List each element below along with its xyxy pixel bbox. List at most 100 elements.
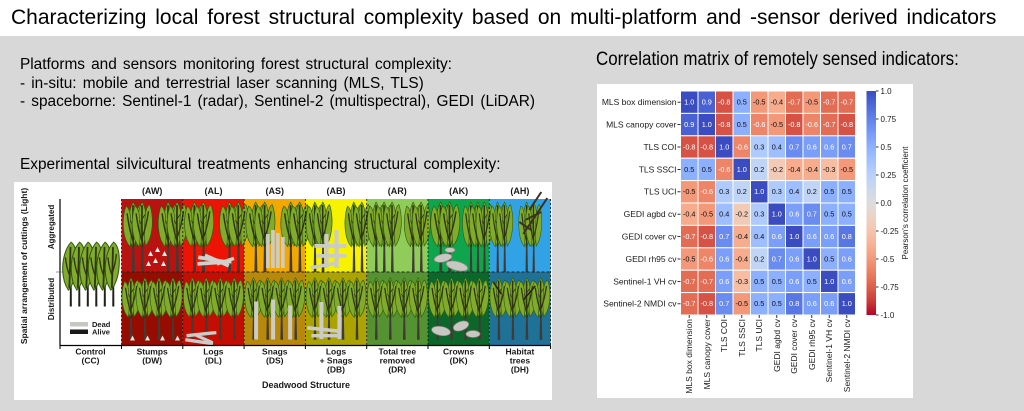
svg-text:-0.4: -0.4 xyxy=(806,165,819,174)
svg-text:0.3: 0.3 xyxy=(719,187,729,196)
svg-text:0.7: 0.7 xyxy=(807,210,817,219)
svg-text:0.6: 0.6 xyxy=(842,254,852,263)
svg-text:0.6: 0.6 xyxy=(719,254,729,263)
svg-text:-0.8: -0.8 xyxy=(718,98,731,107)
svg-text:-0.5: -0.5 xyxy=(841,165,854,174)
svg-text:0.5: 0.5 xyxy=(824,187,834,196)
svg-text:-0.4: -0.4 xyxy=(788,165,801,174)
svg-text:0.3: 0.3 xyxy=(754,210,764,219)
svg-text:0.5: 0.5 xyxy=(702,165,712,174)
svg-text:Sentinel-1 VH cv: Sentinel-1 VH cv xyxy=(613,276,677,286)
svg-text:0.6: 0.6 xyxy=(789,210,799,219)
svg-text:-0.8: -0.8 xyxy=(701,142,714,151)
svg-text:0.5: 0.5 xyxy=(737,98,747,107)
svg-text:GEDI agbd cv: GEDI agbd cv xyxy=(624,209,678,219)
svg-text:-0.7: -0.7 xyxy=(823,98,836,107)
svg-text:-0.8: -0.8 xyxy=(683,142,696,151)
svg-text:Logs: Logs xyxy=(326,347,347,357)
svg-text:-0.7: -0.7 xyxy=(788,98,801,107)
svg-text:Total tree: Total tree xyxy=(378,347,416,357)
svg-text:0.6: 0.6 xyxy=(789,254,799,263)
svg-text:1.0: 1.0 xyxy=(824,277,834,286)
svg-text:0.7: 0.7 xyxy=(772,254,782,263)
svg-text:0.5: 0.5 xyxy=(772,299,782,308)
svg-text:(AH): (AH) xyxy=(510,186,529,196)
svg-text:1.0: 1.0 xyxy=(719,142,729,151)
svg-text:-0.75: -0.75 xyxy=(881,283,900,292)
svg-text:0.0: 0.0 xyxy=(881,199,893,208)
svg-text:Sentinel-1 VH cv: Sentinel-1 VH cv xyxy=(824,318,834,382)
svg-text:0.5: 0.5 xyxy=(754,299,764,308)
svg-text:0.2: 0.2 xyxy=(737,187,747,196)
svg-text:1.0: 1.0 xyxy=(772,210,782,219)
svg-text:-0.2: -0.2 xyxy=(736,210,749,219)
svg-text:0.5: 0.5 xyxy=(824,210,834,219)
svg-text:0.5: 0.5 xyxy=(684,165,694,174)
svg-text:-0.8: -0.8 xyxy=(841,120,854,129)
svg-text:(AS): (AS) xyxy=(266,186,285,196)
svg-text:MLS canopy cover: MLS canopy cover xyxy=(702,319,712,390)
svg-text:0.6: 0.6 xyxy=(719,277,729,286)
svg-text:GEDI rh95 cv: GEDI rh95 cv xyxy=(625,254,677,264)
svg-text:-0.6: -0.6 xyxy=(753,120,766,129)
svg-text:0.6: 0.6 xyxy=(842,277,852,286)
svg-text:0.6: 0.6 xyxy=(807,299,817,308)
svg-text:0.2: 0.2 xyxy=(754,165,764,174)
svg-text:0.4: 0.4 xyxy=(789,187,799,196)
svg-text:0.5: 0.5 xyxy=(824,254,834,263)
svg-text:0.6: 0.6 xyxy=(824,142,834,151)
svg-text:-0.2: -0.2 xyxy=(771,165,784,174)
svg-text:Control: Control xyxy=(75,347,105,357)
svg-text:(AK): (AK) xyxy=(449,186,468,196)
svg-text:-0.7: -0.7 xyxy=(683,232,696,241)
svg-text:(AR): (AR) xyxy=(388,186,407,196)
svg-text:-0.7: -0.7 xyxy=(683,299,696,308)
svg-text:1.0: 1.0 xyxy=(754,187,764,196)
svg-text:-0.5: -0.5 xyxy=(701,210,714,219)
svg-text:0.4: 0.4 xyxy=(772,142,782,151)
svg-text:-1.0: -1.0 xyxy=(881,311,895,320)
svg-text:-0.5: -0.5 xyxy=(881,255,895,264)
svg-text:0.6: 0.6 xyxy=(789,277,799,286)
svg-text:-0.6: -0.6 xyxy=(806,120,819,129)
svg-text:0.6: 0.6 xyxy=(824,299,834,308)
svg-text:trees: trees xyxy=(510,356,531,366)
svg-text:0.8: 0.8 xyxy=(789,299,799,308)
svg-text:-0.6: -0.6 xyxy=(736,142,749,151)
svg-text:-0.5: -0.5 xyxy=(806,98,819,107)
svg-text:Alive: Alive xyxy=(92,328,110,337)
svg-text:Dead: Dead xyxy=(92,320,111,329)
svg-text:1.0: 1.0 xyxy=(789,232,799,241)
svg-text:0.6: 0.6 xyxy=(807,142,817,151)
svg-text:0.9: 0.9 xyxy=(702,98,712,107)
svg-text:0.7: 0.7 xyxy=(842,142,852,151)
svg-text:Crowns: Crowns xyxy=(443,347,474,357)
svg-text:-0.4: -0.4 xyxy=(736,254,749,263)
svg-text:(DL): (DL) xyxy=(205,356,222,366)
svg-text:TLS UCI: TLS UCI xyxy=(754,319,764,352)
svg-text:0.5: 0.5 xyxy=(842,187,852,196)
svg-text:removed: removed xyxy=(380,356,415,366)
svg-text:-0.8: -0.8 xyxy=(701,299,714,308)
svg-text:(DB): (DB) xyxy=(327,365,345,375)
svg-text:Sentinel-2 NMDI cv: Sentinel-2 NMDI cv xyxy=(603,299,677,309)
svg-text:-0.3: -0.3 xyxy=(823,165,836,174)
svg-text:TLS SSCI: TLS SSCI xyxy=(737,319,747,357)
svg-text:-0.6: -0.6 xyxy=(701,187,714,196)
svg-text:-0.4: -0.4 xyxy=(736,232,749,241)
svg-text:(DK): (DK) xyxy=(450,356,468,366)
svg-text:-0.5: -0.5 xyxy=(753,98,766,107)
svg-text:Logs: Logs xyxy=(203,347,224,357)
svg-text:0.7: 0.7 xyxy=(789,142,799,151)
svg-text:1.0: 1.0 xyxy=(807,254,817,263)
svg-text:0.4: 0.4 xyxy=(719,210,729,219)
svg-text:0.9: 0.9 xyxy=(684,120,694,129)
svg-text:-0.4: -0.4 xyxy=(683,210,696,219)
svg-text:-0.7: -0.7 xyxy=(841,98,854,107)
svg-text:Habitat: Habitat xyxy=(505,347,534,357)
svg-text:0.6: 0.6 xyxy=(772,232,782,241)
svg-text:1.0: 1.0 xyxy=(842,299,852,308)
svg-text:-0.7: -0.7 xyxy=(823,120,836,129)
svg-text:0.5: 0.5 xyxy=(737,120,747,129)
svg-text:-0.5: -0.5 xyxy=(771,120,784,129)
